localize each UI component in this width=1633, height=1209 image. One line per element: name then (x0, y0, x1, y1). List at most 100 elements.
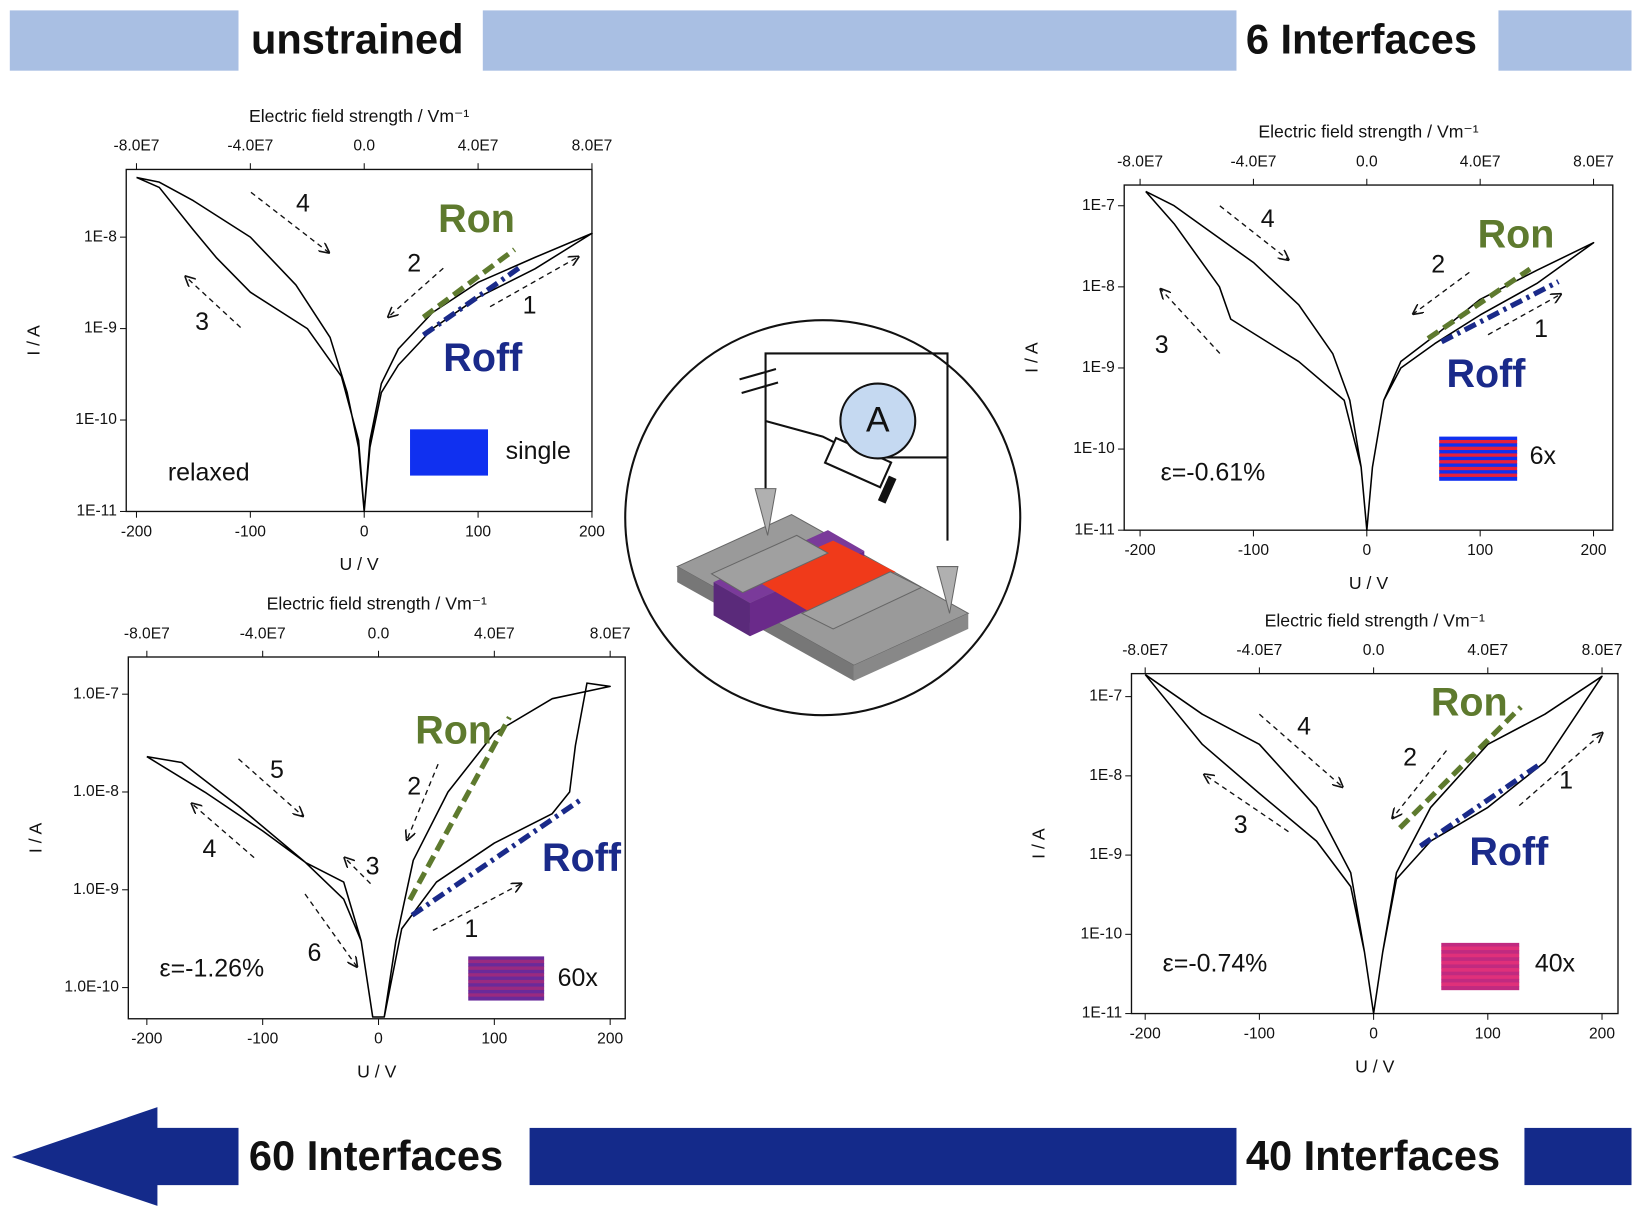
plot-frame (125, 168, 593, 513)
x-axis-label: U / V (357, 1061, 396, 1081)
series-label: Roff (443, 336, 523, 380)
x2-tick-label: 8.0E7 (1582, 642, 1623, 659)
x-tick-label: 200 (1589, 1025, 1615, 1042)
sample-swatch (468, 956, 545, 961)
x-tick-label: 200 (1581, 542, 1607, 559)
y-tick-label: 1E-9 (1082, 359, 1115, 376)
sample-swatch (410, 429, 489, 476)
x-tick-label: -200 (1124, 542, 1156, 559)
sample-swatch (1441, 971, 1520, 976)
x-tick-label: -100 (235, 523, 267, 540)
y-tick-label: 1E-8 (84, 228, 117, 245)
y-tick-label: 1E-9 (1089, 846, 1122, 863)
fit-line (421, 263, 525, 338)
x2-tick-label: 0.0 (368, 625, 390, 642)
annotation-arrow (185, 277, 242, 328)
sample-swatch (468, 969, 545, 974)
strain-label: ε=-0.74% (1163, 949, 1268, 977)
sample-swatch (1441, 978, 1520, 983)
banner-bar (9, 10, 239, 71)
sample-swatch (1441, 968, 1520, 973)
x2-tick-label: -8.0E7 (114, 138, 160, 155)
x2-tick-label: -4.0E7 (1230, 153, 1276, 170)
x-axis-label: U / V (339, 554, 378, 574)
x2-tick-label: 4.0E7 (458, 138, 499, 155)
sample-swatch (468, 973, 545, 978)
sample-swatch (1441, 960, 1520, 965)
annotation: 4 (1261, 205, 1275, 233)
annotation: 4 (1297, 712, 1311, 740)
x-tick-label: 0 (1369, 1025, 1378, 1042)
banner-bar (482, 10, 1237, 71)
series-label: Roff (542, 836, 622, 880)
annotation-arrow (250, 191, 329, 252)
x2-axis-label: Electric field strength / Vm⁻¹ (267, 594, 487, 614)
sample-swatch (468, 966, 545, 971)
y-tick-label: 1E-9 (84, 320, 117, 337)
annotation: 2 (407, 250, 421, 278)
series-label: Ron (438, 197, 515, 241)
banner-label: unstrained (251, 16, 464, 63)
iv-curve (146, 682, 611, 1018)
sample-swatch (1439, 456, 1518, 461)
annotation-arrow (345, 858, 372, 885)
annotation: 2 (1403, 743, 1417, 771)
series-label: Roff (1446, 352, 1526, 396)
sample-swatch (468, 983, 545, 988)
strain-label: relaxed (168, 459, 250, 487)
plot-frame (1130, 672, 1619, 1015)
sample-swatch (1441, 946, 1520, 951)
banner-label: 40 Interfaces (1246, 1132, 1500, 1179)
x2-tick-label: 8.0E7 (572, 138, 613, 155)
sample-label: 40x (1535, 949, 1576, 977)
fit-line (421, 247, 517, 320)
x2-tick-label: -4.0E7 (240, 625, 286, 642)
y-tick-label: 1E-11 (1082, 1005, 1122, 1022)
annotation-arrow (192, 804, 255, 859)
x-tick-label: 0 (360, 523, 369, 540)
y-tick-label: 1.0E-10 (64, 979, 119, 996)
x-tick-label: 100 (481, 1031, 507, 1048)
chart: -200 -100 0 100 200 -8.0E7 -4.0E7 0.0 4.0E7 8.0E7… (23, 106, 612, 574)
iv-curve (1144, 673, 1603, 1015)
y-axis-label: I / A (1021, 342, 1041, 373)
y-tick-label: 1.0E-8 (73, 783, 119, 800)
sample-swatch (468, 963, 545, 967)
y-tick-label: 1E-10 (1073, 440, 1115, 457)
series-label: Ron (1431, 680, 1508, 724)
sample-swatch (1439, 476, 1518, 481)
annotation: 1 (523, 291, 537, 319)
x2-tick-label: 0.0 (353, 138, 375, 155)
x-tick-label: 0 (374, 1031, 383, 1048)
fit-line (1418, 763, 1540, 849)
annotation: 1 (464, 915, 478, 943)
annotation-arrow (432, 884, 521, 931)
chart: -200 -100 0 100 200 -8.0E7 -4.0E7 0.0 4.0E7 8.0E7… (1029, 610, 1623, 1076)
sample-swatch (1439, 460, 1518, 465)
sample-swatch (1441, 942, 1520, 947)
fit-line (1426, 266, 1532, 341)
x2-tick-label: -4.0E7 (227, 138, 273, 155)
plot-frame (127, 656, 626, 1020)
sample-swatch (1441, 953, 1520, 958)
sample-swatch (468, 976, 545, 981)
fit-line (1440, 279, 1560, 345)
annotation: 3 (366, 853, 380, 881)
x-tick-label: -100 (1244, 1025, 1276, 1042)
sample-swatch (468, 993, 545, 998)
x-axis-label: U / V (1349, 573, 1388, 593)
banner-arrow (11, 1107, 239, 1206)
sample-swatch (468, 959, 545, 964)
annotation-arrow (1413, 271, 1470, 314)
x2-tick-label: 8.0E7 (1573, 153, 1614, 170)
x2-tick-label: -8.0E7 (124, 625, 170, 642)
y-tick-label: 1E-10 (75, 411, 117, 428)
sample-swatch (1439, 453, 1518, 458)
annotation: 2 (1431, 251, 1445, 279)
y-tick-label: 1E-10 (1081, 925, 1123, 942)
y-axis-label: I / A (23, 325, 43, 356)
x2-tick-label: 4.0E7 (1460, 153, 1501, 170)
y-tick-label: 1E-11 (1074, 521, 1114, 538)
x2-tick-label: 0.0 (1363, 642, 1385, 659)
